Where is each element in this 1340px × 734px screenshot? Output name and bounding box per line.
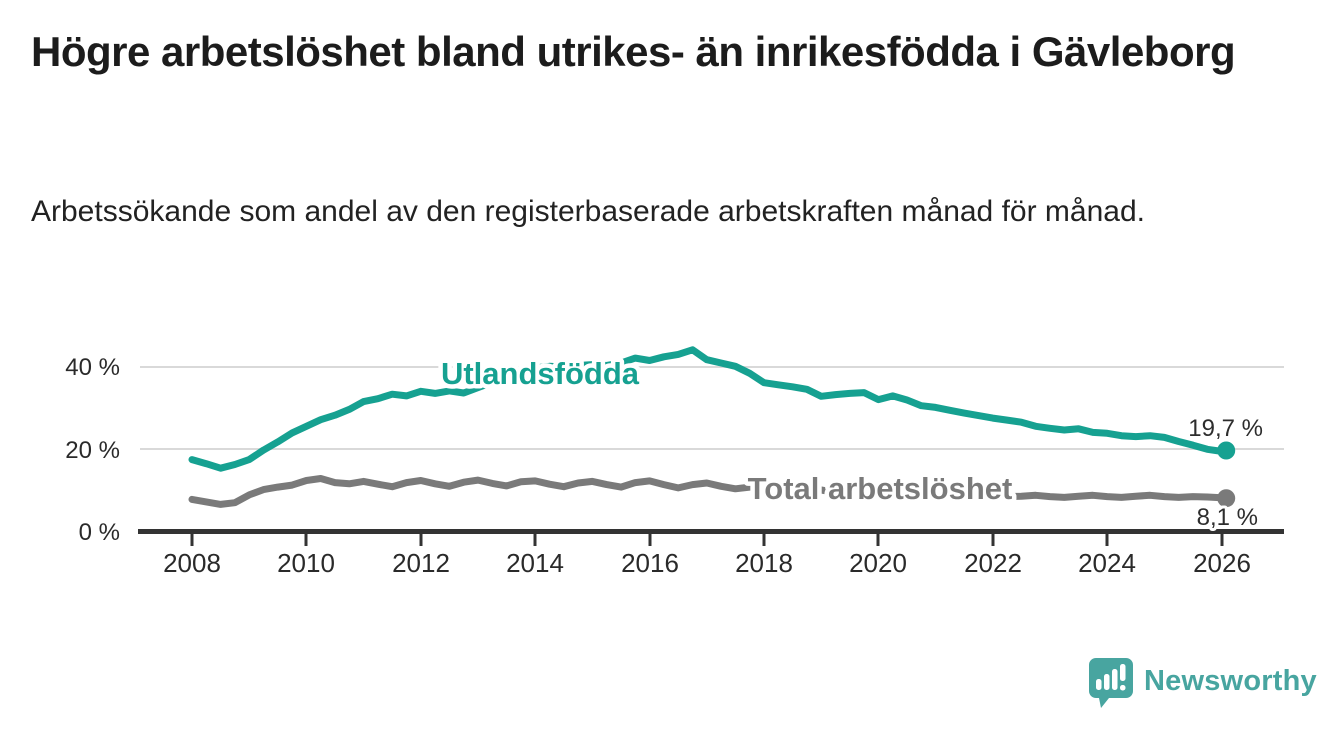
x-tick-label-2024: 2024: [1078, 548, 1136, 578]
utlandsfodda-line: [188, 346, 1230, 472]
newsworthy-wordmark: Newsworthy: [1144, 664, 1317, 697]
total-arbetsloshet-line: [188, 475, 1230, 508]
x-tick-label-2018: 2018: [735, 548, 793, 578]
utlandsfodda-end-dot: [1217, 441, 1236, 460]
x-tick-label-2020: 2020: [849, 548, 907, 578]
total-end-dot: [1217, 489, 1236, 508]
page-title: Högre arbetslöshet bland utrikes- än inr…: [31, 28, 1236, 75]
utlandsfodda-series-label: Utlandsfödda: [441, 356, 640, 391]
total-series-label: Total arbetslöshet: [748, 471, 1013, 506]
utlandsfodda-end-value: 19,7 %: [1188, 415, 1263, 442]
x-tick-label-2026: 2026: [1193, 548, 1251, 578]
x-tick-label-2008: 2008: [163, 548, 221, 578]
x-axis-ticks: [190, 533, 1224, 546]
x-tick-label-2014: 2014: [506, 548, 564, 578]
x-tick-label-2022: 2022: [964, 548, 1022, 578]
total-end-value: 8,1 %: [1197, 504, 1258, 531]
page-subtitle: Arbetssökande som andel av den registerb…: [31, 195, 1145, 228]
newsworthy-logo: Newsworthy: [1087, 655, 1317, 711]
newsworthy-icon: [1089, 658, 1133, 708]
x-tick-label-2012: 2012: [392, 548, 450, 578]
x-tick-label-2010: 2010: [277, 548, 335, 578]
y-tick-label-40: 40 %: [65, 354, 120, 381]
y-tick-label-20: 20 %: [65, 437, 120, 464]
x-tick-label-2016: 2016: [621, 548, 679, 578]
y-tick-label-0: 0 %: [79, 519, 120, 546]
